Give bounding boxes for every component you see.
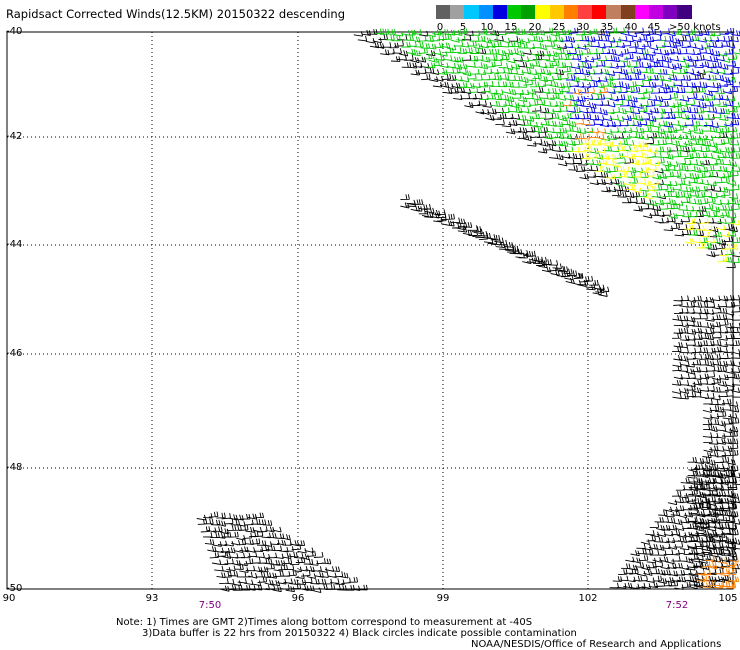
wind-barb-group xyxy=(560,27,740,128)
colorbar-swatch xyxy=(620,5,636,19)
colorbar-label: >50 knots xyxy=(669,22,721,33)
wind-barbs xyxy=(196,27,740,594)
colorbar-swatch xyxy=(492,5,508,19)
lon-tick-label: 90 xyxy=(2,593,16,604)
note-line-2: 3)Data buffer is 22 hrs from 20150322 4)… xyxy=(142,628,577,639)
colorbar-label: 15 xyxy=(504,22,518,33)
lon-tick-label: 96 xyxy=(291,593,305,604)
colorbar-swatch xyxy=(592,5,607,19)
wind-barb-group xyxy=(374,27,740,264)
colorbar-label: 10 xyxy=(480,22,494,33)
lat-tick-label: -46 xyxy=(6,348,23,359)
colorbar-label: 40 xyxy=(624,22,638,33)
colorbar-swatch xyxy=(436,5,451,19)
map-title: Rapidsact Corrected Winds(12.5KM) 201503… xyxy=(6,7,346,21)
lon-tick-label: 99 xyxy=(436,593,450,604)
colorbar-label: 5 xyxy=(459,22,467,33)
time-label-end: 7:52 xyxy=(665,600,689,611)
colorbar-label: 30 xyxy=(576,22,590,33)
note-line-1: Note: 1) Times are GMT 2)Times along bot… xyxy=(116,617,533,628)
lon-tick-label: 105 xyxy=(718,593,738,604)
lat-tick-label: -44 xyxy=(6,239,23,250)
colorbar-swatch xyxy=(634,5,650,19)
wind-barb-group xyxy=(570,138,740,263)
colorbar-label: 25 xyxy=(552,22,566,33)
colorbar-swatch xyxy=(521,5,536,19)
colorbar-swatch xyxy=(663,5,678,19)
map-frame xyxy=(6,31,734,590)
colorbar-swatch xyxy=(578,5,593,19)
colorbar-swatch xyxy=(677,5,693,19)
colorbar-label: 0 xyxy=(436,22,444,33)
colorbar-swatch xyxy=(549,5,565,19)
wind-barb-group xyxy=(196,29,740,594)
lat-tick-label: -40 xyxy=(6,26,23,37)
colorbar-swatch xyxy=(649,5,664,19)
colorbar-swatch xyxy=(478,5,494,19)
colorbar-label: 45 xyxy=(647,22,661,33)
time-label-start: 7:50 xyxy=(198,600,222,611)
colorbar-label: 20 xyxy=(528,22,542,33)
lon-tick-label: 93 xyxy=(145,593,159,604)
colorbar-swatch xyxy=(450,5,465,19)
graticule xyxy=(7,32,733,589)
colorbar-label: 35 xyxy=(600,22,614,33)
lat-tick-label: -48 xyxy=(6,462,23,473)
colorbar-swatch xyxy=(563,5,579,19)
colorbar-swatch xyxy=(606,5,622,19)
note-line-3: NOAA/NESDIS/Office of Research and Appli… xyxy=(471,639,722,650)
colorbar-swatch xyxy=(507,5,522,19)
lat-tick-label: -50 xyxy=(6,583,23,594)
lon-tick-label: 102 xyxy=(578,593,598,604)
colorbar-swatch xyxy=(464,5,480,19)
wind-barb-group xyxy=(562,87,740,589)
colorbar-swatch xyxy=(535,5,551,19)
lat-tick-label: -42 xyxy=(6,131,23,142)
